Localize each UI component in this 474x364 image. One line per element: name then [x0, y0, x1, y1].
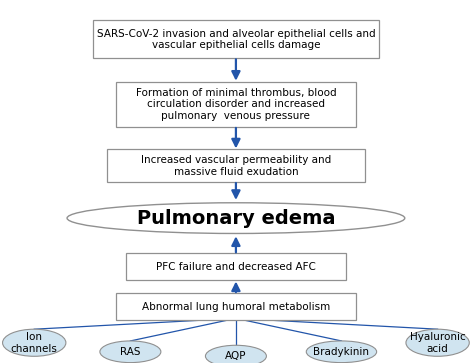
Text: Increased vascular permeability and
massive fluid exudation: Increased vascular permeability and mass…: [141, 155, 331, 177]
Ellipse shape: [205, 345, 266, 364]
Ellipse shape: [306, 341, 377, 363]
Text: RAS: RAS: [120, 347, 141, 357]
Ellipse shape: [100, 341, 161, 363]
Ellipse shape: [67, 203, 405, 233]
Text: Pulmonary edema: Pulmonary edema: [137, 209, 335, 228]
Text: AQP: AQP: [225, 351, 246, 361]
Text: Ion
channels: Ion channels: [11, 332, 58, 353]
FancyBboxPatch shape: [116, 293, 356, 320]
Text: Hyaluronic
acid: Hyaluronic acid: [410, 332, 465, 353]
Ellipse shape: [406, 329, 469, 356]
FancyBboxPatch shape: [116, 82, 356, 127]
Ellipse shape: [2, 329, 66, 356]
Text: Formation of minimal thrombus, blood
circulation disorder and increased
pulmonar: Formation of minimal thrombus, blood cir…: [136, 88, 336, 121]
FancyBboxPatch shape: [126, 253, 346, 280]
Text: Bradykinin: Bradykinin: [313, 347, 369, 357]
Text: SARS-CoV-2 invasion and alveolar epithelial cells and
vascular epithelial cells : SARS-CoV-2 invasion and alveolar epithel…: [97, 28, 375, 50]
Text: PFC failure and decreased AFC: PFC failure and decreased AFC: [156, 262, 316, 272]
Text: Abnormal lung humoral metabolism: Abnormal lung humoral metabolism: [142, 302, 330, 312]
FancyBboxPatch shape: [93, 20, 379, 58]
FancyBboxPatch shape: [107, 150, 365, 182]
